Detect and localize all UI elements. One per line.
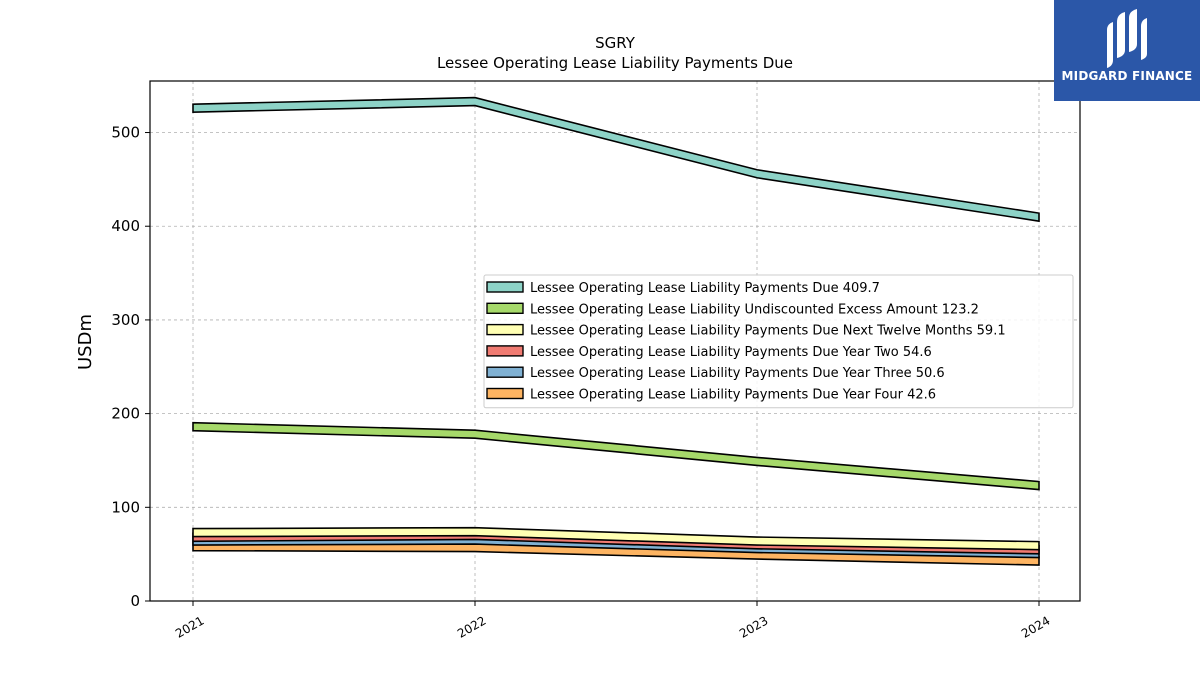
chart-title: SGRY — [595, 34, 636, 52]
x-tick-label: 2023 — [737, 613, 770, 640]
y-tick-label: 300 — [111, 311, 140, 329]
legend-entry-label: Lessee Operating Lease Liability Payment… — [530, 388, 936, 403]
logo-text: MIDGARD FINANCE — [1061, 69, 1193, 83]
legend-swatch — [486, 366, 524, 378]
legend-box — [483, 274, 1074, 409]
y-tick-label: 100 — [111, 498, 140, 516]
x-tick-label: 2021 — [173, 613, 206, 640]
legend-swatch — [486, 281, 524, 293]
legend-swatch — [486, 345, 524, 357]
chart-subtitle: Lessee Operating Lease Liability Payment… — [437, 54, 793, 72]
legend-entry-label: Lessee Operating Lease Liability Undisco… — [530, 302, 979, 317]
legend-entry-label: Lessee Operating Lease Liability Payment… — [530, 324, 1006, 339]
y-tick-label: 0 — [130, 592, 140, 610]
x-tick-label: 2024 — [1019, 613, 1052, 640]
series-band — [192, 96, 1040, 223]
x-tick-label: 2022 — [455, 613, 488, 640]
series-band — [192, 526, 1040, 551]
legend-entry-label: Lessee Operating Lease Liability Payment… — [530, 366, 945, 381]
legend-entry-label: Lessee Operating Lease Liability Payment… — [530, 281, 880, 296]
y-tick-label: 200 — [111, 405, 140, 423]
legend-swatch — [486, 387, 524, 400]
y-tick-label: 500 — [111, 124, 140, 142]
legend-entry-label: Lessee Operating Lease Liability Payment… — [530, 345, 932, 360]
legend-swatch — [486, 302, 524, 314]
logo-mark-icon — [1107, 9, 1147, 68]
series-band — [192, 421, 1040, 491]
legend: Lessee Operating Lease Liability Payment… — [483, 274, 1074, 409]
series-group — [192, 96, 1040, 566]
y-axis-label: USDm — [75, 314, 96, 370]
y-tick-label: 400 — [111, 217, 140, 235]
brand-logo: MIDGARD FINANCE — [1054, 0, 1200, 101]
legend-swatch — [486, 323, 524, 336]
plot-frame — [149, 80, 1081, 602]
